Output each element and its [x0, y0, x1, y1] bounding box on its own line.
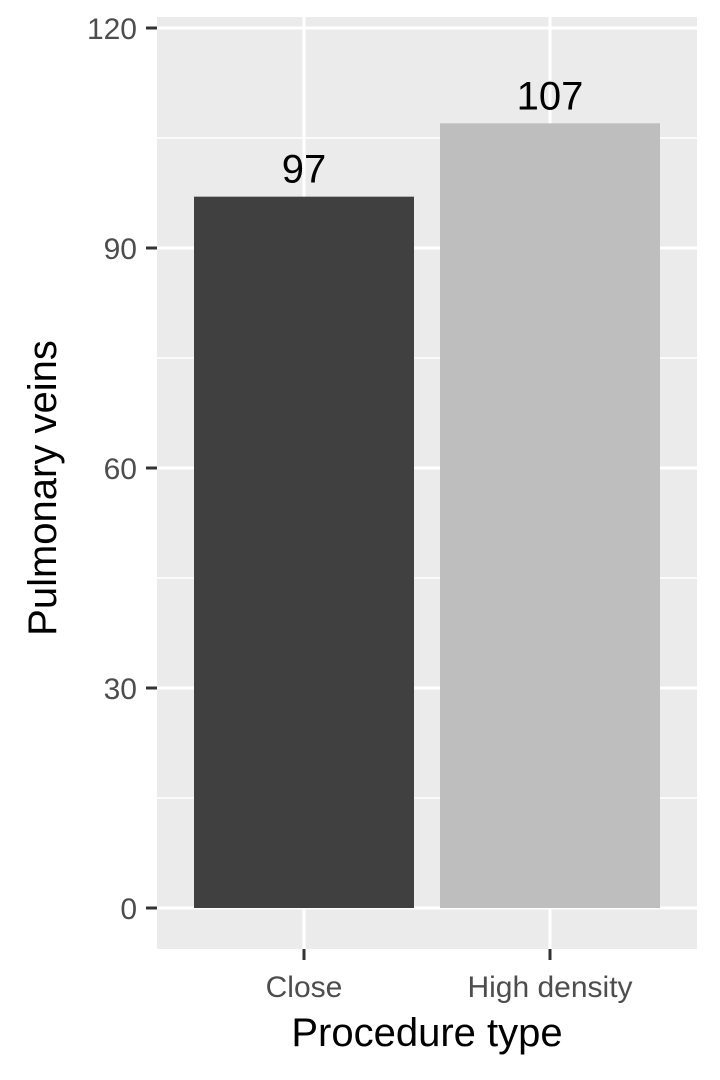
- data-label-high-density: 107: [517, 74, 584, 118]
- bar-close: [194, 196, 414, 908]
- x-axis: Close High density: [266, 949, 633, 1004]
- bar-high-density: [440, 123, 660, 909]
- y-tick-label: 0: [120, 893, 137, 926]
- y-axis-title: Pulmonary veins: [21, 340, 65, 636]
- y-tick-label: 60: [104, 453, 137, 486]
- y-tick-label: 120: [87, 13, 137, 46]
- x-tick-label: High density: [467, 971, 632, 1004]
- data-labels: 97 107: [282, 74, 584, 191]
- y-tick-label: 30: [104, 673, 137, 706]
- y-tick-label: 90: [104, 233, 137, 266]
- y-axis: 0 30 60 90 120: [87, 13, 157, 926]
- x-axis-title: Procedure type: [291, 1011, 562, 1055]
- x-tick-label: Close: [266, 971, 343, 1004]
- bars: [194, 123, 660, 909]
- data-label-close: 97: [282, 148, 327, 192]
